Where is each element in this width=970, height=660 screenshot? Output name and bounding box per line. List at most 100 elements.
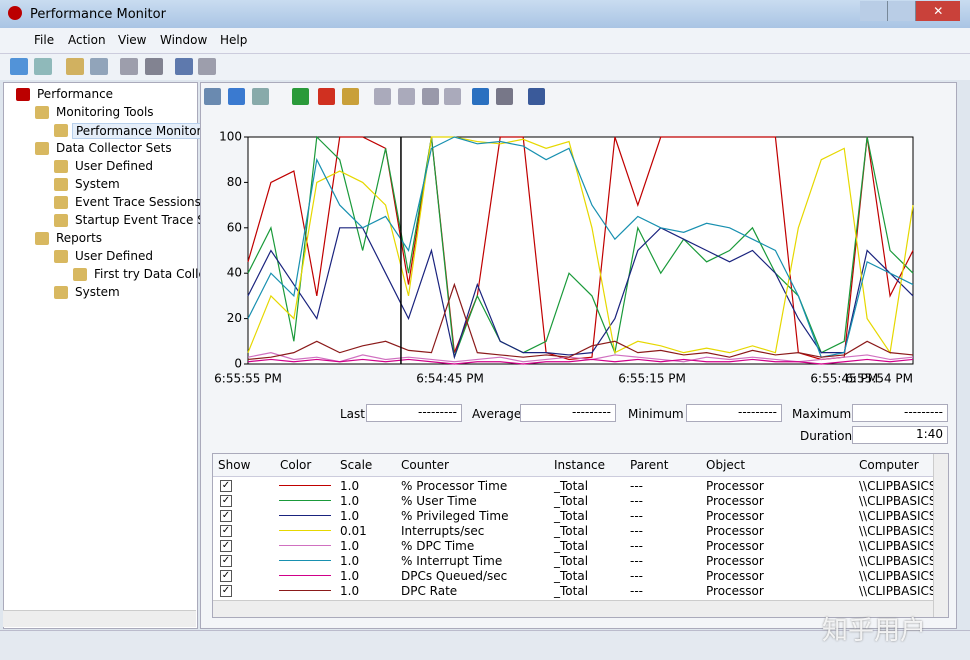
table-scrollbar[interactable] [933, 454, 948, 617]
column-header[interactable]: Show [218, 458, 251, 472]
close-button[interactable]: ✕ [916, 1, 960, 21]
cell: % Privileged Time [401, 509, 509, 523]
tree-item[interactable]: System [75, 177, 120, 191]
cell: 1.0 [340, 539, 360, 553]
tree-icon [35, 232, 49, 245]
graph-tool-button[interactable] [204, 88, 221, 105]
toolbar-button[interactable] [145, 58, 163, 75]
menu-bar: File Action View Window Help [0, 28, 970, 54]
show-checkbox[interactable]: ✓ [220, 555, 232, 567]
menu-item[interactable]: Action [68, 33, 106, 47]
toolbar-button[interactable] [10, 58, 28, 75]
cell: % User Time [401, 494, 477, 508]
tree-icon [16, 88, 30, 101]
tree-item[interactable]: Performance Monitor [72, 123, 206, 139]
tree-item[interactable]: User Defined [75, 159, 153, 173]
show-checkbox[interactable]: ✓ [220, 525, 232, 537]
toolbar-button[interactable] [66, 58, 84, 75]
show-checkbox[interactable]: ✓ [220, 570, 232, 582]
cell: 1.0 [340, 509, 360, 523]
x-tick-label: 6:55:55 PM [214, 372, 282, 386]
color-swatch [279, 500, 331, 501]
color-swatch [279, 590, 331, 591]
graph-tool-button[interactable] [318, 88, 335, 105]
cell: Processor [706, 584, 764, 598]
stat-value: --------- [686, 404, 782, 422]
show-checkbox[interactable]: ✓ [220, 495, 232, 507]
cell: Processor [706, 539, 764, 553]
tree-item[interactable]: User Defined [75, 249, 153, 263]
tree-item[interactable]: Event Trace Sessions [75, 195, 201, 209]
menu-item[interactable]: Help [220, 33, 248, 47]
cell: --- [630, 539, 643, 553]
graph-tool-button[interactable] [292, 88, 309, 105]
stat-label: Average [472, 407, 522, 421]
window-title: Performance Monitor [30, 7, 166, 22]
graph-tool-button[interactable] [342, 88, 359, 105]
graph-tool-button[interactable] [252, 88, 269, 105]
window-buttons[interactable]: ✕ [860, 1, 960, 21]
minimize-button[interactable] [860, 1, 889, 21]
series-line [247, 352, 914, 363]
stat-value: --------- [520, 404, 616, 422]
maximize-button[interactable] [888, 1, 917, 21]
cell: --- [630, 554, 643, 568]
column-header[interactable]: Counter [401, 458, 449, 472]
tree-icon [54, 250, 68, 263]
y-tick-label: 80 [227, 175, 242, 189]
show-checkbox[interactable]: ✓ [220, 585, 232, 597]
y-tick-label: 0 [234, 357, 242, 371]
toolbar-button[interactable] [175, 58, 193, 75]
graph-toolbar [202, 85, 545, 109]
graph-tool-button[interactable] [228, 88, 245, 105]
toolbar-button[interactable] [198, 58, 216, 75]
show-checkbox[interactable]: ✓ [220, 510, 232, 522]
column-header[interactable]: Color [280, 458, 312, 472]
menu-item[interactable]: View [118, 33, 147, 47]
cell: _Total [554, 509, 589, 523]
tree-item[interactable]: Performance [37, 87, 114, 101]
graph-tool-button[interactable] [472, 88, 489, 105]
cell: --- [630, 479, 643, 493]
graph-tool-button[interactable] [374, 88, 391, 105]
cell: _Total [554, 539, 589, 553]
column-header[interactable]: Instance [554, 458, 606, 472]
cell: 1.0 [340, 584, 360, 598]
tree-item[interactable]: Data Collector Sets [56, 141, 172, 155]
tree-icon [54, 214, 68, 227]
tree-item[interactable]: Startup Event Trace Ses [75, 213, 219, 227]
color-swatch [279, 575, 331, 576]
cell: _Total [554, 554, 589, 568]
graph-tool-button[interactable] [528, 88, 545, 105]
tree-item[interactable]: Reports [56, 231, 103, 245]
menu-item[interactable]: File [34, 33, 55, 47]
status-bar [0, 630, 970, 660]
cell: 1.0 [340, 494, 360, 508]
toolbar-button[interactable] [34, 58, 52, 75]
cell: _Total [554, 494, 589, 508]
column-header[interactable]: Object [706, 458, 746, 472]
cell: \\CLIPBASICS [859, 509, 937, 523]
tree-scrollbar[interactable] [3, 610, 196, 627]
x-tick-label: 6:54:45 PM [416, 372, 484, 386]
table-hscrollbar[interactable] [213, 600, 933, 617]
tree-item[interactable]: Monitoring Tools [56, 105, 154, 119]
graph-tool-button[interactable] [422, 88, 439, 105]
cell: 1.0 [340, 554, 360, 568]
toolbar-button[interactable] [90, 58, 108, 75]
graph-tool-button[interactable] [398, 88, 415, 105]
tree-item[interactable]: System [75, 285, 120, 299]
series-line [247, 358, 914, 365]
column-header[interactable]: Scale [340, 458, 373, 472]
graph-tool-button[interactable] [496, 88, 513, 105]
menu-item[interactable]: Window [160, 33, 208, 47]
stat-value: --------- [852, 404, 948, 422]
show-checkbox[interactable]: ✓ [220, 540, 232, 552]
tree-item[interactable]: First try Data Collec [94, 267, 213, 281]
column-header[interactable]: Parent [630, 458, 669, 472]
graph-tool-button[interactable] [444, 88, 461, 105]
toolbar-button[interactable] [120, 58, 138, 75]
column-header[interactable]: Computer [859, 458, 919, 472]
show-checkbox[interactable]: ✓ [220, 480, 232, 492]
